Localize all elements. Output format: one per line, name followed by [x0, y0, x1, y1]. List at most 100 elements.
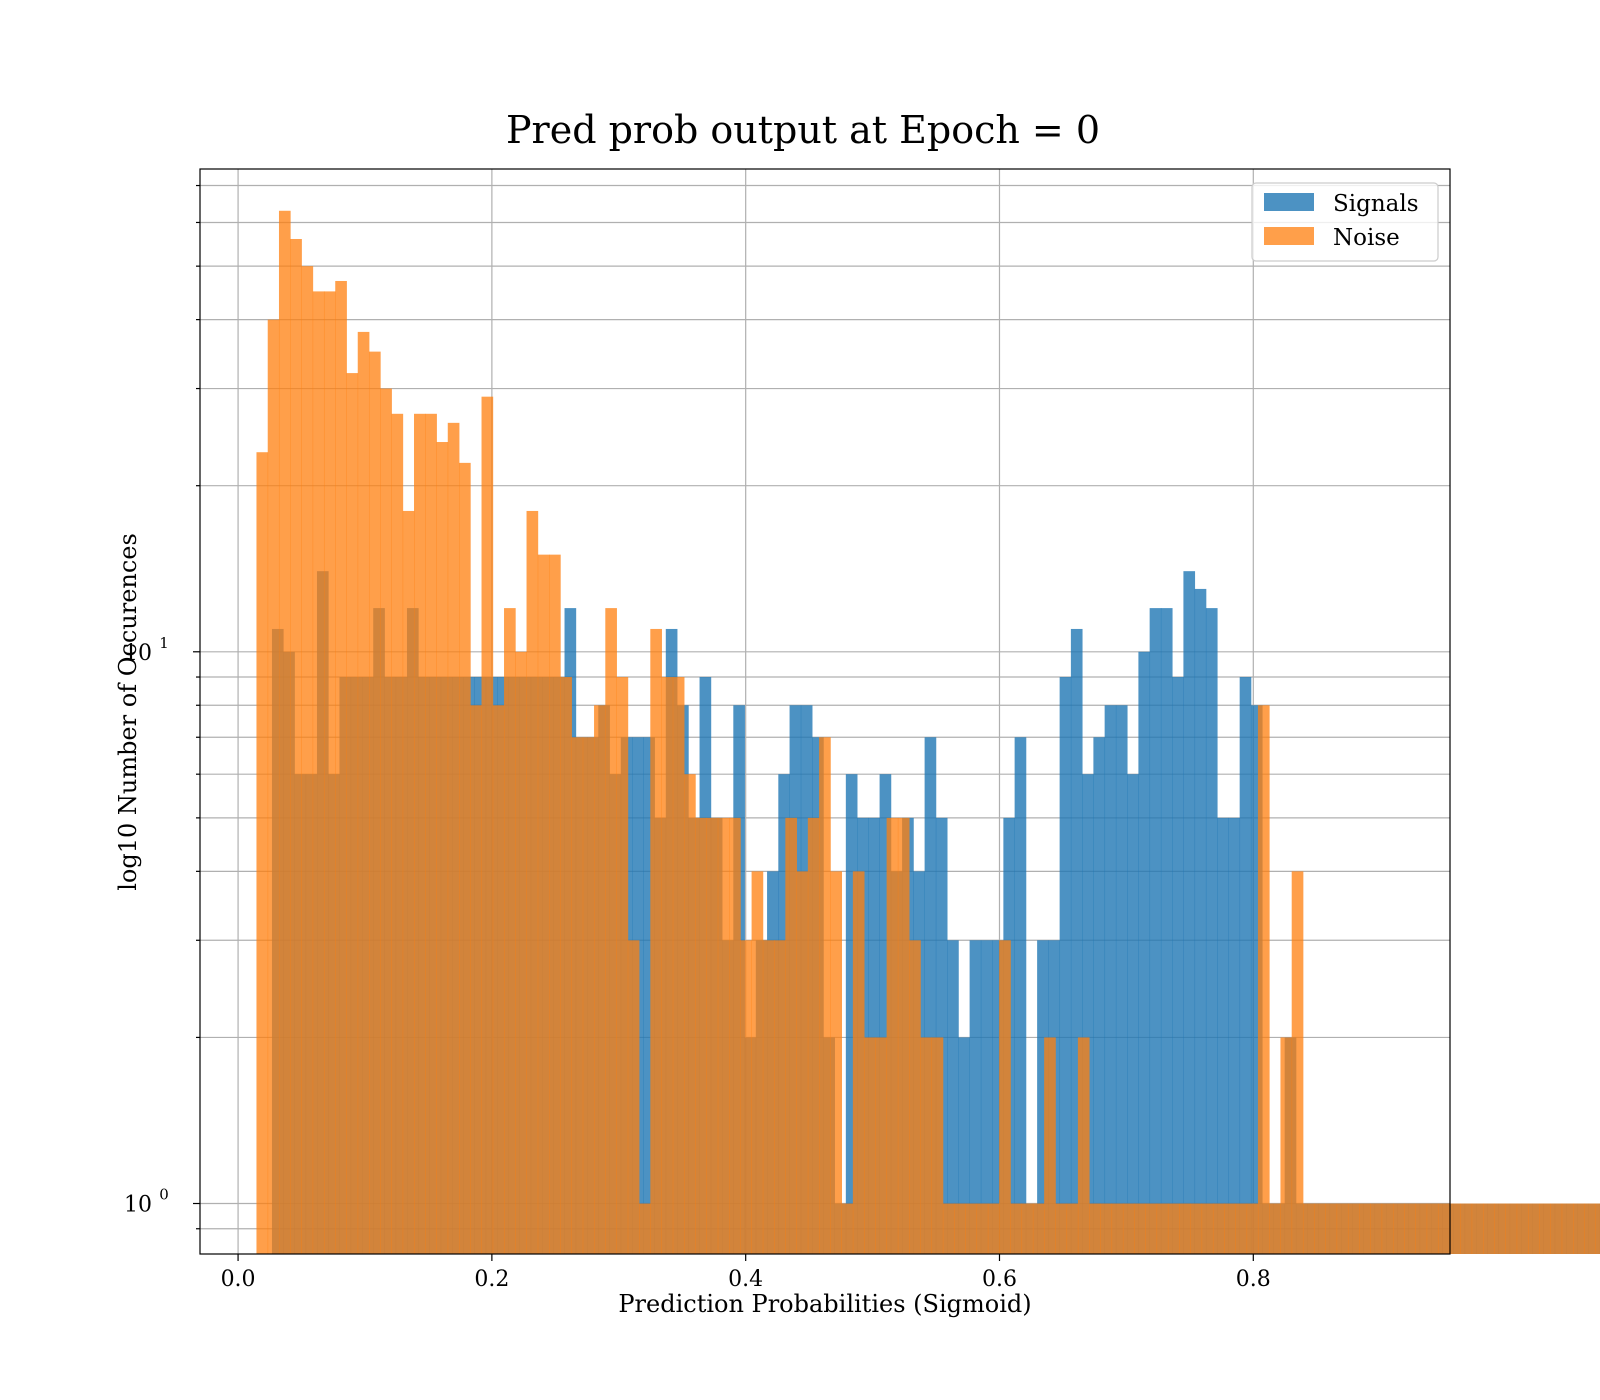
noise-bar-61 — [942, 1203, 955, 1254]
noise-bar-93 — [1302, 1203, 1315, 1254]
noise-bar-20 — [481, 396, 494, 1254]
noise-bar-27 — [560, 677, 572, 1254]
noise-bar-92 — [1291, 871, 1304, 1254]
noise-bar-62 — [954, 1203, 966, 1254]
chart-title: Pred prob output at Epoch = 0 — [506, 108, 1100, 152]
noise-bar-76 — [1111, 1203, 1124, 1254]
legend[interactable]: Signals Noise — [1251, 182, 1439, 262]
noise-bar-57 — [897, 817, 910, 1254]
legend-swatch-signals — [1264, 193, 1314, 211]
noise-bar-71 — [1055, 1203, 1068, 1254]
noise-bar-51 — [830, 871, 843, 1254]
noise-bar-0 — [256, 452, 269, 1255]
noise-bar-1 — [267, 319, 280, 1254]
noise-bar-38 — [684, 774, 696, 1254]
noise-bar-50 — [819, 737, 831, 1254]
noise-bar-56 — [886, 817, 899, 1254]
noise-bar-16 — [436, 442, 449, 1254]
noise-bar-44 — [751, 871, 764, 1254]
noise-bar-117 — [1573, 1203, 1585, 1254]
noise-bar-97 — [1347, 1203, 1360, 1254]
noise-bar-55 — [875, 1037, 888, 1254]
y-axis-ticks: 10 0 10 1 — [124, 184, 200, 1230]
noise-bar-85 — [1212, 1203, 1225, 1254]
noise-bar-109 — [1482, 1203, 1495, 1254]
noise-bar-65 — [987, 1203, 1000, 1254]
noise-bar-96 — [1336, 1203, 1349, 1254]
signals-bar-53 — [868, 817, 880, 1254]
signals-bar-62 — [969, 940, 982, 1254]
noise-bar-105 — [1437, 1203, 1450, 1254]
noise-bar-12 — [391, 413, 404, 1255]
noise-bar-15 — [425, 413, 437, 1255]
signals-bar-80 — [1172, 677, 1184, 1254]
noise-bar-26 — [549, 554, 561, 1254]
signals-bar-70 — [1059, 677, 1072, 1254]
signals-bar-76 — [1127, 774, 1139, 1254]
noise-bar-10 — [368, 351, 381, 1254]
x-axis-label: Prediction Probabilities (Sigmoid) — [618, 1290, 1031, 1318]
noise-bar-53 — [852, 871, 865, 1254]
noise-bar-34 — [639, 1203, 651, 1254]
x-tick-label-2: 0.4 — [728, 1267, 763, 1292]
noise-bar-80 — [1156, 1203, 1169, 1254]
noise-bar-46 — [774, 940, 786, 1254]
noise-bar-87 — [1235, 1203, 1248, 1254]
noise-bar-35 — [650, 628, 662, 1254]
signals-bar-87 — [1250, 705, 1263, 1254]
signals-bar-74 — [1104, 705, 1117, 1254]
noise-bar-6 — [323, 291, 336, 1255]
signals-bar-73 — [1093, 737, 1106, 1254]
noise-bar-104 — [1426, 1203, 1439, 1254]
noise-bar-108 — [1471, 1203, 1484, 1254]
noise-bar-59 — [920, 1037, 933, 1254]
y-axis-label: log10 Number of Occurences — [114, 533, 142, 891]
noise-bar-86 — [1224, 1203, 1236, 1254]
noise-bar-58 — [909, 940, 921, 1254]
signals-bar-85 — [1228, 817, 1241, 1254]
noise-bar-106 — [1449, 1203, 1461, 1254]
noise-bar-49 — [807, 817, 820, 1254]
noise-bar-116 — [1561, 1203, 1574, 1254]
noise-bar-77 — [1122, 1203, 1135, 1254]
noise-bar-2 — [278, 210, 291, 1255]
x-tick-label-3: 0.6 — [982, 1267, 1017, 1292]
noise-bar-60 — [931, 1037, 944, 1254]
legend-swatch-noise — [1264, 227, 1314, 245]
noise-bar-66 — [999, 940, 1011, 1254]
noise-bar-4 — [301, 266, 314, 1255]
noise-bar-72 — [1066, 1203, 1079, 1254]
y-tick-label-1: 10 — [124, 641, 152, 666]
signals-bar-82 — [1194, 588, 1207, 1254]
noise-bar-112 — [1516, 1203, 1529, 1254]
noise-bar-8 — [346, 373, 359, 1255]
noise-bar-98 — [1359, 1203, 1371, 1254]
noise-bar-48 — [796, 871, 809, 1254]
noise-bar-43 — [740, 940, 752, 1254]
noise-bar-118 — [1584, 1203, 1596, 1254]
signals-bar-33 — [643, 737, 655, 1254]
noise-bar-32 — [616, 677, 629, 1254]
noise-bar-73 — [1077, 1037, 1090, 1254]
x-tick-label-4: 0.8 — [1236, 1267, 1271, 1292]
signals-bar-75 — [1115, 705, 1128, 1254]
noise-bar-83 — [1190, 1203, 1203, 1254]
noise-bar-95 — [1325, 1203, 1338, 1254]
noise-bar-69 — [1032, 1203, 1045, 1254]
signals-bar-64 — [992, 940, 1004, 1254]
noise-bar-28 — [571, 737, 584, 1254]
noise-bar-41 — [717, 817, 730, 1254]
x-tick-label-1: 0.2 — [474, 1267, 509, 1292]
noise-bar-115 — [1550, 1203, 1563, 1254]
noise-bar-33 — [627, 940, 640, 1254]
axes-frame — [199, 168, 1451, 1255]
signals-bar-71 — [1070, 628, 1083, 1254]
signals-bar-68 — [1037, 940, 1049, 1254]
noise-bar-29 — [582, 737, 595, 1254]
y-tick-exponent-0: 0 — [159, 1186, 169, 1204]
noise-bar-7 — [335, 280, 347, 1255]
noise-bar-14 — [414, 413, 426, 1255]
signals-bar-60 — [947, 940, 959, 1254]
signals-bar-61 — [958, 1037, 971, 1254]
